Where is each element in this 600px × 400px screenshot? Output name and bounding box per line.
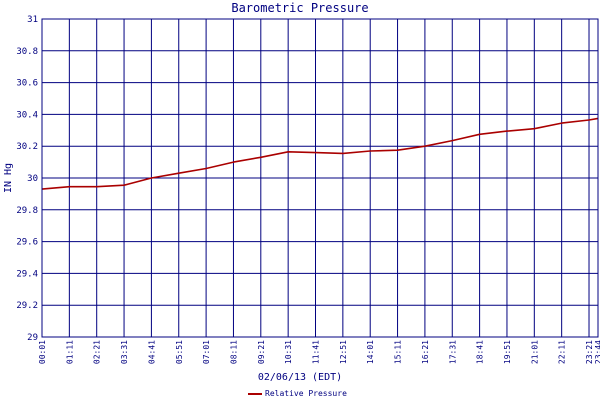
legend-label: Relative Pressure xyxy=(265,389,347,398)
x-tick-label: 19:51 xyxy=(503,340,512,364)
legend: Relative Pressure xyxy=(248,389,347,398)
y-axis-label: IN Hg xyxy=(3,163,14,193)
y-tick-label: 30.2 xyxy=(16,142,38,152)
x-tick-label: 09:21 xyxy=(257,340,266,364)
legend-swatch xyxy=(248,392,262,395)
x-tick-label: 16:21 xyxy=(421,340,430,364)
y-tick-label: 29 xyxy=(27,333,38,343)
y-tick-label: 30.6 xyxy=(16,79,38,89)
x-tick-label: 04:41 xyxy=(147,340,156,364)
y-tick-label: 29.2 xyxy=(16,301,38,311)
x-tick-label: 11:41 xyxy=(312,340,321,364)
y-tick-label: 29.6 xyxy=(16,238,38,248)
y-tick-label: 30 xyxy=(27,174,38,184)
x-tick-label: 05:51 xyxy=(175,340,184,364)
x-tick-label: 18:41 xyxy=(476,340,485,364)
x-tick-label: 22:11 xyxy=(558,340,567,364)
chart-title: Barometric Pressure xyxy=(231,1,369,15)
x-tick-label: 02:21 xyxy=(93,340,102,364)
y-tick-labels: 29 29.2 29.4 29.6 29.8 30 30.2 30.4 30.6 30.8 31 xyxy=(16,15,38,343)
plot-border xyxy=(41,18,599,338)
x-tick-label: 15:11 xyxy=(394,340,403,364)
x-tick-labels: 00:01 01:11 02:21 03:31 04:41 05:51 07:01 08:11… xyxy=(38,340,600,364)
x-tick-label: 17:31 xyxy=(448,340,457,364)
y-tick-label: 29.8 xyxy=(16,206,38,216)
x-tick-label: 01:11 xyxy=(65,340,74,364)
x-tick-label: 12:51 xyxy=(339,340,348,364)
x-tick-label: 00:01 xyxy=(38,340,47,364)
series-relative-pressure xyxy=(41,117,599,190)
x-tick-label: 07:01 xyxy=(202,340,211,364)
x-tick-label: 23:44 xyxy=(594,340,600,364)
x-tick-label: 21:01 xyxy=(530,340,539,364)
x-tick-label: 08:11 xyxy=(229,340,238,364)
y-tick-label: 30.4 xyxy=(16,110,38,120)
y-tick-label: 29.4 xyxy=(16,269,38,279)
y-tick-label: 30.8 xyxy=(16,47,38,57)
x-tick-label: 14:01 xyxy=(366,340,375,364)
x-tick-label: 23:21 xyxy=(585,340,594,364)
series-line xyxy=(41,117,599,190)
x-tick-label: 03:31 xyxy=(120,340,129,364)
x-axis-label: 02/06/13 (EDT) xyxy=(257,372,343,383)
y-tick-label: 31 xyxy=(27,15,38,25)
x-tick-label: 10:31 xyxy=(284,340,293,364)
